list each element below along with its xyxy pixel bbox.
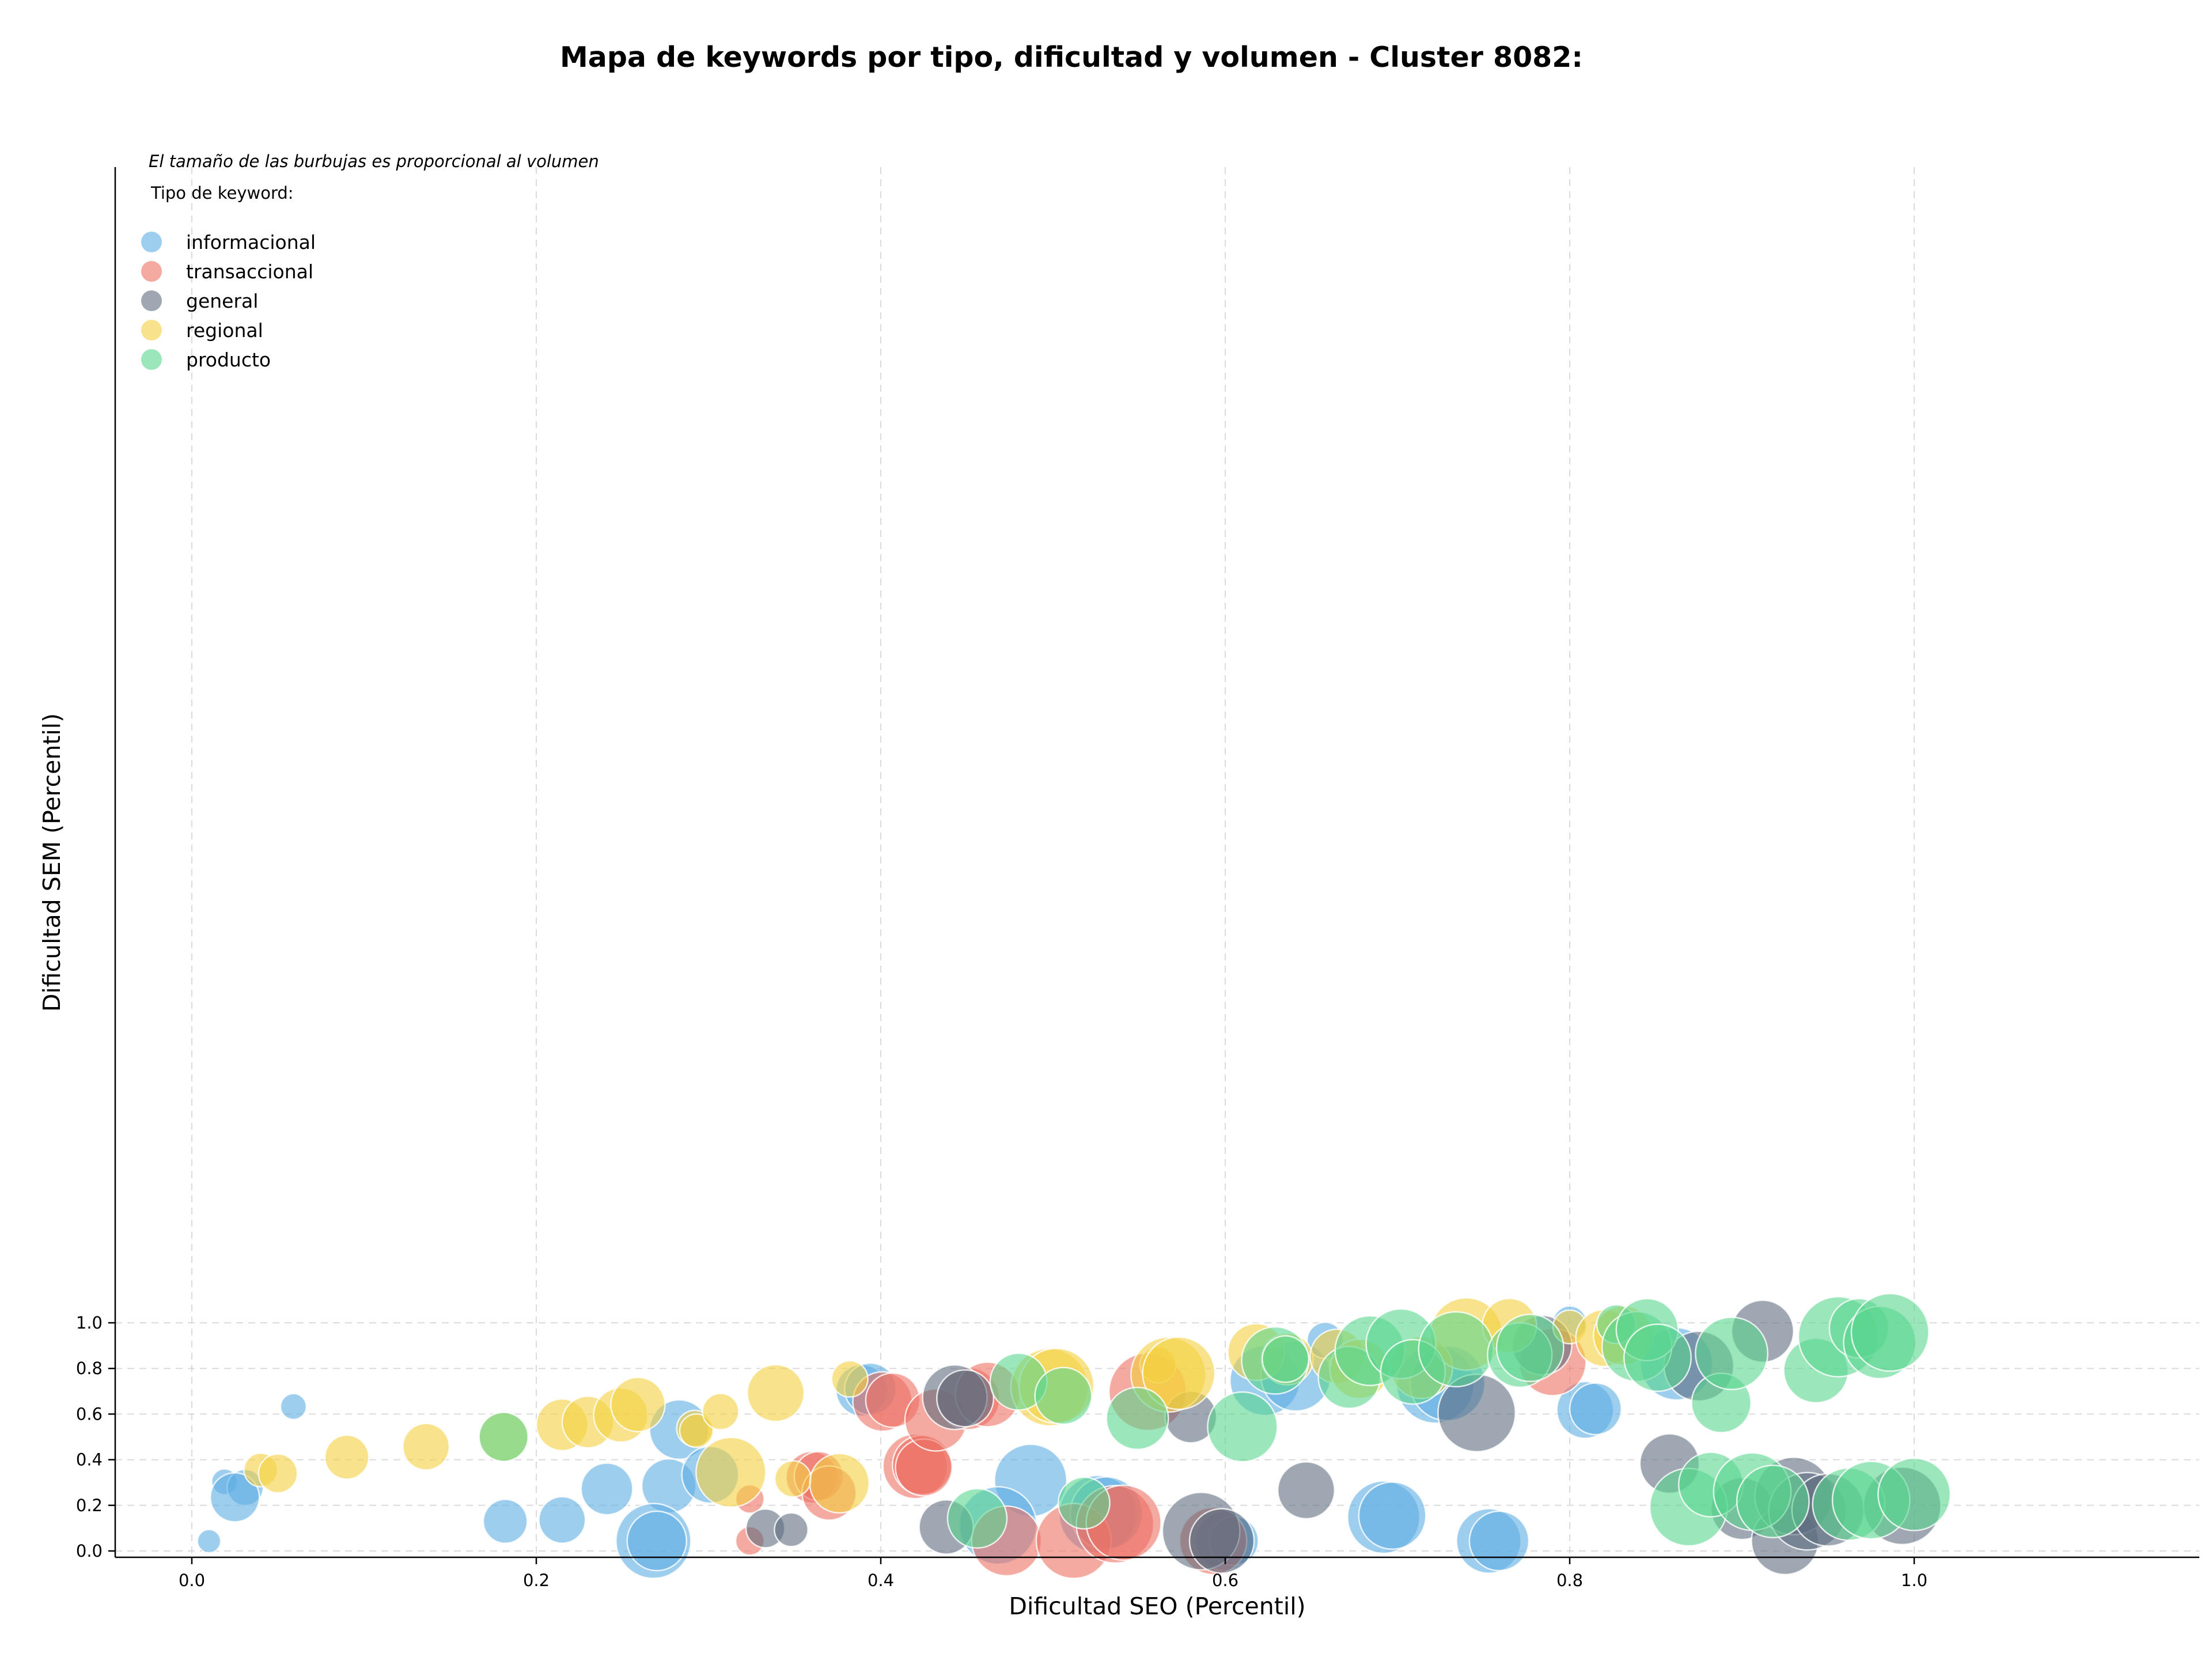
- bubble-informacional: [538, 1496, 586, 1544]
- x-axis-label: Dificultad SEO (Percentil): [1009, 1592, 1305, 1620]
- bubble-regional: [324, 1434, 370, 1480]
- bubble-producto: [1736, 1465, 1810, 1539]
- bubble-regional: [679, 1413, 714, 1448]
- chart-title: Mapa de keywords por tipo, dificultad y …: [560, 41, 1583, 74]
- bubble-regional: [610, 1376, 666, 1433]
- bubble-producto: [1418, 1311, 1494, 1388]
- axes: [114, 167, 2199, 1558]
- x-tick-label: 0.0: [179, 1571, 205, 1590]
- y-tick-label: 0.8: [76, 1359, 103, 1378]
- x-tick-label: 1.0: [1901, 1571, 1927, 1590]
- bubble-informacional: [1569, 1382, 1622, 1436]
- legend-label-general: general: [186, 290, 258, 312]
- axis-ticks: 0.0 0.2 0.4 0.6 0.8 1.0 0.0 0.2 0.4 0.6 0.8 1.0: [76, 1313, 1927, 1590]
- legend: informacional transaccional general regiona…: [141, 231, 316, 371]
- bubble-producto: [478, 1412, 529, 1462]
- bubble-general: [1188, 1508, 1255, 1574]
- y-tick-label: 0.4: [76, 1450, 103, 1470]
- x-tick-label: 0.6: [1212, 1571, 1238, 1590]
- legend-marker-informacional: [141, 232, 162, 252]
- legend-marker-regional: [141, 320, 162, 340]
- y-tick-label: 1.0: [76, 1313, 103, 1333]
- y-tick-label: 0.2: [76, 1496, 103, 1515]
- bubble-regional: [831, 1360, 869, 1398]
- x-tick-label: 0.4: [868, 1571, 894, 1590]
- legend-marker-transaccional: [141, 261, 162, 282]
- legend-marker-producto: [141, 349, 162, 370]
- bubble-regional: [1142, 1336, 1216, 1410]
- bubble-producto: [1034, 1367, 1093, 1425]
- legend-label-informacional: informacional: [186, 231, 316, 253]
- bubble-regional: [257, 1453, 298, 1494]
- bubble-producto: [1850, 1293, 1930, 1372]
- bubble-regional: [402, 1422, 450, 1471]
- bubble-informacional: [196, 1528, 222, 1554]
- bubble-producto: [1057, 1476, 1111, 1530]
- legend-label-regional: regional: [186, 319, 263, 342]
- bubble-producto: [1207, 1391, 1278, 1463]
- x-tick-label: 0.2: [523, 1571, 550, 1590]
- bubble-informacional: [1358, 1481, 1427, 1550]
- bubble-producto: [1262, 1335, 1310, 1383]
- bubble-general: [774, 1512, 809, 1548]
- bubble-regional: [774, 1460, 812, 1498]
- bubble-informacional: [482, 1499, 528, 1544]
- bubble-informacional: [626, 1510, 688, 1572]
- legend-label-producto: producto: [186, 349, 271, 371]
- y-axis-label: Dificultad SEM (Percentil): [38, 713, 66, 1012]
- bubble-producto: [946, 1488, 1008, 1549]
- bubble-general: [935, 1369, 995, 1428]
- bubble-producto: [1623, 1323, 1692, 1393]
- bubble-producto: [1877, 1457, 1951, 1531]
- x-tick-label: 0.8: [1556, 1571, 1583, 1590]
- bubble-informacional: [209, 1472, 260, 1523]
- bubble-producto: [1495, 1314, 1565, 1383]
- bubble-producto: [1105, 1386, 1169, 1450]
- bubble-informacional: [580, 1462, 634, 1516]
- legend-label-transaccional: transaccional: [186, 260, 313, 283]
- y-tick-label: 0.0: [76, 1541, 103, 1561]
- bubble-regional: [702, 1393, 740, 1431]
- legend-title: Tipo de keyword:: [150, 183, 294, 203]
- bubble-regional: [747, 1364, 805, 1422]
- bubble-informacional: [1468, 1510, 1530, 1572]
- bubble-producto: [1695, 1316, 1769, 1391]
- y-tick-label: 0.6: [76, 1404, 103, 1424]
- bubble-size-note: El tamaño de las burbujas es proporciona…: [149, 152, 599, 171]
- bubble-general: [1277, 1461, 1336, 1520]
- bubble-regional: [695, 1436, 767, 1508]
- bubble-regional: [809, 1452, 870, 1514]
- bubble-informacional: [279, 1393, 308, 1420]
- legend-marker-general: [141, 290, 162, 311]
- bubbles: [196, 1293, 1951, 1579]
